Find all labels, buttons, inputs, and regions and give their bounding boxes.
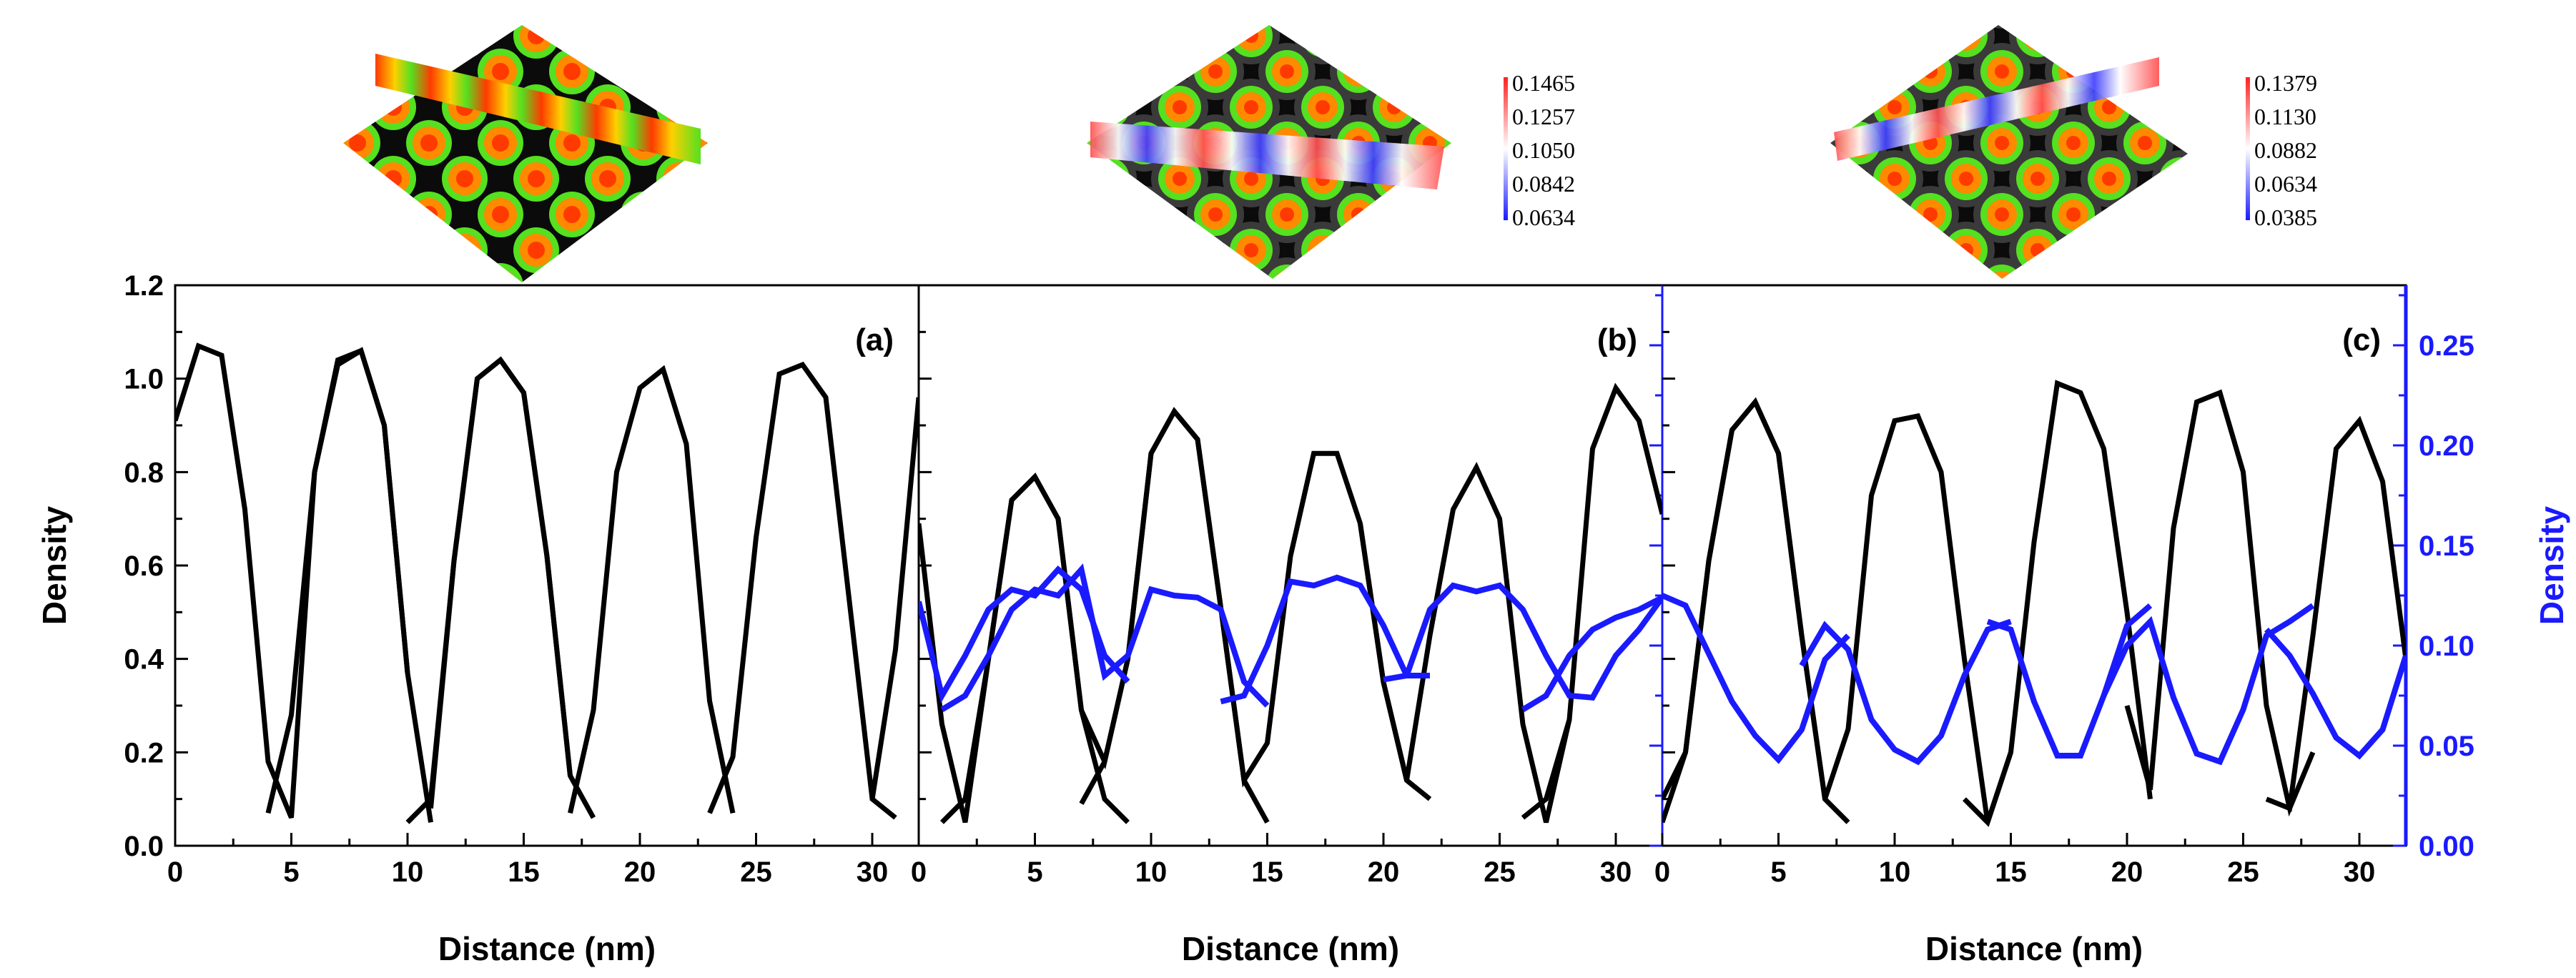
y-tick-label: 0.8 — [124, 457, 164, 488]
profile-stripe-b — [1090, 122, 1444, 189]
x-axis-title-c: Distance (nm) — [1925, 930, 2143, 967]
y-tick-label: 0.4 — [124, 644, 164, 676]
black-density-line — [265, 347, 410, 814]
colorbar-b-tick: 0.1465 — [1512, 70, 1575, 96]
y-tick-label: 0.6 — [124, 550, 164, 582]
colorbar-b-tick: 0.0842 — [1512, 171, 1575, 197]
x-axis-title-b: Distance (nm) — [1182, 930, 1399, 967]
x-tick-label: 25 — [740, 856, 772, 888]
colorbar-c-tick: 0.1379 — [2254, 70, 2317, 96]
colorbar-b-tick: 0.0634 — [1512, 204, 1575, 230]
x-tick-label: 30 — [2344, 856, 2376, 888]
y-tick-label: 0.0 — [124, 831, 164, 862]
x-tick-label: 15 — [508, 856, 540, 888]
x-tick-label: 15 — [1995, 856, 2027, 888]
x-tick-label: 10 — [1135, 856, 1168, 888]
x-tick-label: 5 — [283, 856, 299, 888]
black-density-line — [1358, 461, 1572, 824]
colorbar-b: 0.1465 0.1257 0.1050 0.0842 0.0634 — [1504, 70, 1575, 230]
colorbar-b-tick: 0.1050 — [1512, 137, 1575, 163]
y2-tick-label: 0.25 — [2419, 330, 2474, 362]
colorbar-c-tick: 0.0882 — [2254, 137, 2317, 163]
panel-label-b: (b) — [1597, 322, 1637, 357]
x-tick-label: 25 — [1484, 856, 1516, 888]
black-density-line — [1662, 397, 2013, 824]
series-layer — [175, 342, 2406, 827]
blue-density-line — [2264, 627, 2406, 760]
x-axis-title-a: Distance (nm) — [438, 930, 656, 967]
panel-a-series — [175, 342, 919, 824]
colorbar-c-gradient — [2246, 77, 2250, 220]
colorbar-c-tick: 0.1130 — [2254, 104, 2316, 129]
y-tick-label: 1.0 — [124, 364, 164, 395]
panel-b-series — [919, 382, 1662, 824]
y2-tick-label: 0.00 — [2419, 831, 2474, 862]
profile-stripe-c — [1834, 57, 2159, 161]
surface-map-c — [1830, 25, 2188, 279]
black-density-line — [1521, 382, 1662, 820]
y2-tick-label: 0.15 — [2419, 530, 2474, 562]
black-density-line — [707, 361, 897, 820]
y2-tick-label: 0.10 — [2419, 631, 2474, 662]
panel-c-series — [1662, 380, 2406, 827]
profile-stripe-a — [375, 54, 701, 164]
black-density-line — [405, 356, 573, 824]
colorbar-c-tick: 0.0634 — [2254, 171, 2317, 197]
y2-tick-label: 0.20 — [2419, 430, 2474, 462]
surface-map-b — [1087, 25, 1451, 279]
tick-marks — [174, 284, 2406, 847]
x-tick-label: 5 — [1770, 856, 1786, 888]
y-tick-label: 0.2 — [124, 737, 164, 769]
blue-density-line — [1799, 618, 2012, 766]
black-density-line — [869, 397, 919, 800]
x-tick-label: 20 — [624, 856, 656, 888]
black-density-line — [2124, 389, 2316, 817]
x-tick-label: 5 — [1027, 856, 1042, 888]
x-tick-label: 10 — [392, 856, 424, 888]
y-tick-label: 1.2 — [124, 270, 164, 302]
x-tick-label: 15 — [1251, 856, 1283, 888]
black-density-line — [568, 365, 736, 814]
x-tick-label: 30 — [857, 856, 889, 888]
blue-density-line — [1986, 603, 2153, 759]
y2-tick-label: 0.05 — [2419, 731, 2474, 762]
x-tick-label: 0 — [1654, 856, 1670, 888]
panel-label-a: (a) — [855, 322, 894, 357]
x-tick-label: 10 — [1879, 856, 1911, 888]
panel-label-c: (c) — [2342, 322, 2381, 357]
y-axis-title-right: Density — [2533, 506, 2570, 626]
x-tick-label: 0 — [167, 856, 183, 888]
colorbar-c: 0.1379 0.1130 0.0882 0.0634 0.0385 — [2246, 70, 2317, 230]
x-tick-label: 30 — [1600, 856, 1632, 888]
tick-labels: 0 5 10 15 20 25 30 0.0 0.2 0.4 0.6 0.8 1.0 1.2 0 5 10 15 2… — [124, 270, 2474, 888]
blue-density-line — [1662, 593, 1850, 764]
surface-map-a — [343, 25, 708, 282]
y-axis-title-left: Density — [36, 506, 73, 626]
blue-density-line — [2101, 603, 2315, 766]
colorbar-c-tick: 0.0385 — [2254, 204, 2317, 230]
x-tick-label: 20 — [2111, 856, 2143, 888]
blue-density-line — [940, 563, 1270, 713]
colorbar-b-gradient — [1504, 77, 1508, 220]
x-tick-label: 0 — [911, 856, 927, 888]
blue-density-line — [1220, 574, 1430, 705]
black-density-line — [1963, 380, 2153, 827]
blue-density-line — [1383, 582, 1662, 701]
x-tick-label: 25 — [2227, 856, 2259, 888]
x-tick-label: 20 — [1368, 856, 1400, 888]
black-density-line — [2265, 415, 2406, 812]
black-density-line — [1079, 407, 1432, 805]
blue-density-line — [1521, 595, 1662, 713]
colorbar-b-tick: 0.1257 — [1512, 104, 1575, 129]
